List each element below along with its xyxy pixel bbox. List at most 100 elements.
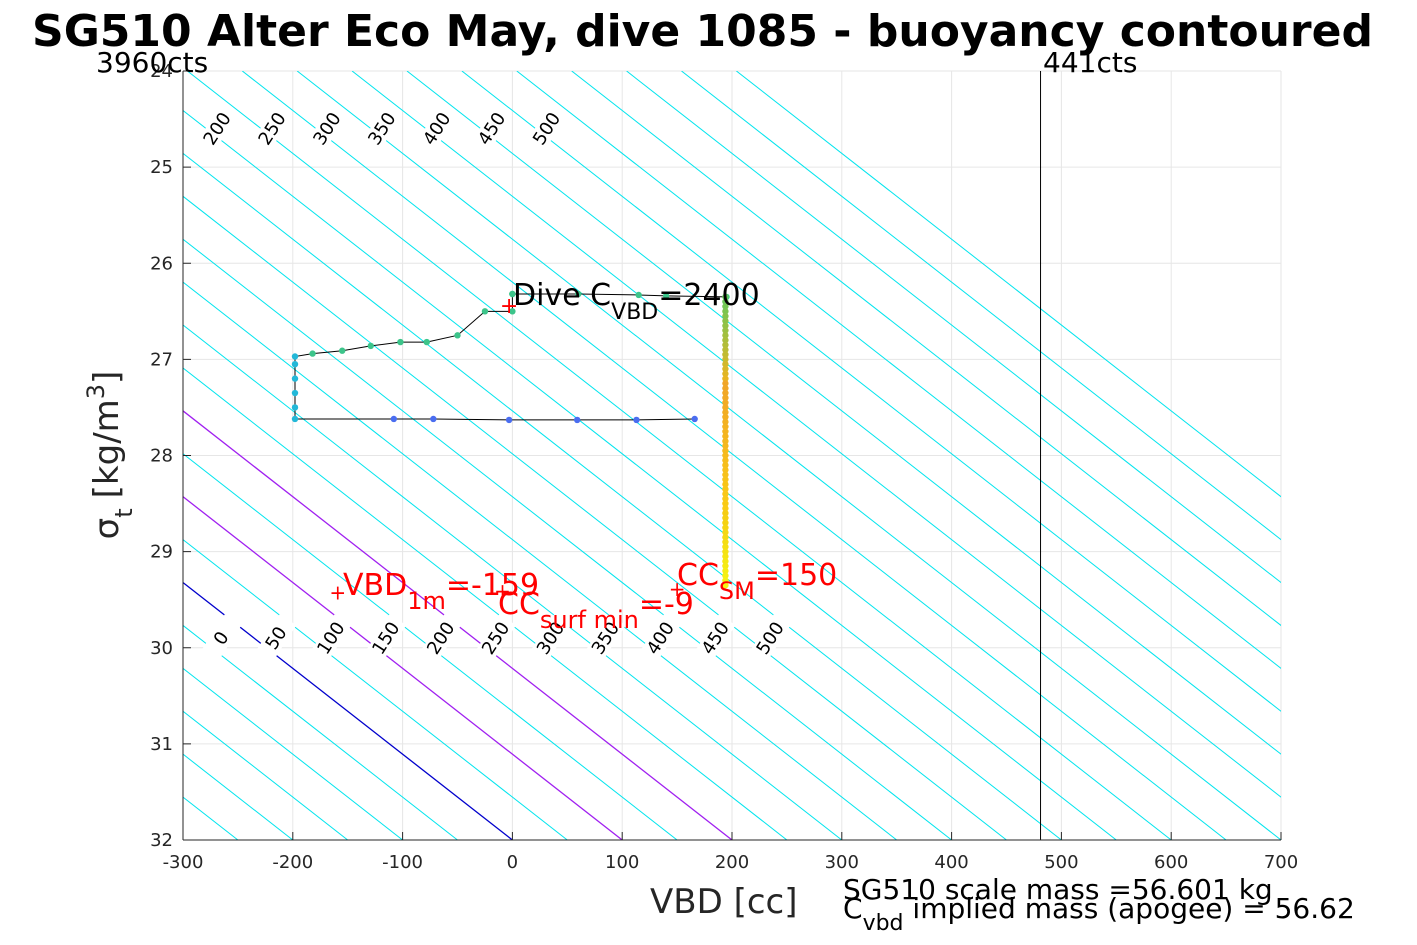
- trace-point: [505, 416, 513, 424]
- contour-label-bottom-bg: [365, 614, 407, 663]
- column-point: [722, 582, 729, 589]
- column-point: [722, 466, 729, 474]
- y-axis-sub: t: [110, 508, 138, 517]
- contour-label-bottom-bg: [530, 614, 571, 663]
- contour-line: [736, 71, 1281, 498]
- column-point: [722, 433, 729, 440]
- trace-point: [423, 338, 430, 346]
- y-tick-label: 32: [150, 830, 173, 851]
- column-point: [722, 442, 729, 450]
- column-point: [722, 399, 729, 406]
- column-point: [722, 303, 729, 310]
- column-point: [722, 461, 729, 469]
- left-count-label: 3960cts: [96, 46, 208, 79]
- column-point: [722, 370, 729, 377]
- contour-line: [183, 324, 843, 840]
- top-trace-point: [662, 292, 670, 300]
- contour-label-bottom-bg: [749, 614, 791, 663]
- column-point: [722, 418, 729, 426]
- contour-line: [183, 238, 952, 840]
- contour-label-bottom-bg: [475, 614, 517, 663]
- y-tick-label: 29: [150, 542, 173, 563]
- column-point: [722, 385, 729, 392]
- column-point: [722, 336, 729, 344]
- contour-line: [406, 71, 1281, 755]
- cvbd-text: implied mass (apogee) = 56.62: [904, 892, 1355, 925]
- top-trace-point: [575, 290, 582, 298]
- x-tick-label: 700: [1264, 852, 1298, 873]
- column-point: [722, 562, 729, 570]
- vbd1m-value: =-159: [446, 568, 539, 603]
- contour-line: [296, 71, 1281, 840]
- y-tick-label: 26: [150, 253, 173, 274]
- plus-marker: +: [329, 581, 346, 605]
- column-point: [722, 543, 729, 551]
- right-count-label: 441cts: [1043, 46, 1137, 79]
- column-point: [722, 327, 729, 334]
- x-tick-label: -300: [163, 852, 204, 873]
- column-point: [722, 351, 729, 358]
- contour-line: [681, 71, 1281, 541]
- trace-point: [454, 332, 461, 339]
- svg-text:σt[kg/m3]: σt [kg/m3]: [82, 371, 138, 540]
- contour-line: [183, 581, 513, 840]
- scale-mass-text: SG510 scale mass =56.601 kg: [843, 873, 1273, 906]
- column-point: [722, 471, 729, 478]
- trace-point: [633, 416, 640, 424]
- ccsurf-main: CC: [498, 587, 540, 622]
- column-point: [722, 572, 729, 579]
- trace-point: [291, 353, 299, 360]
- contour-label-top-bg: [251, 104, 293, 153]
- trace-point: [691, 415, 698, 423]
- chart-text: SG510 Alter Eco May, dive 1085 - buoyanc…: [32, 6, 1373, 936]
- trace-point: [339, 347, 346, 354]
- top-trace-point: [509, 290, 516, 298]
- contour-line: [516, 71, 1281, 669]
- y-axis-units: [kg/m: [87, 399, 127, 498]
- contour-label-top-bg: [196, 104, 238, 153]
- contour-label-bottom-bg: [420, 614, 462, 663]
- column-point: [722, 298, 729, 305]
- contour-label-top-bg: [416, 104, 458, 153]
- vbd1m-main: VBD: [343, 568, 407, 603]
- column-point: [722, 548, 729, 555]
- trace-point: [573, 416, 581, 424]
- ccsm-sub: SM: [719, 577, 755, 605]
- contour-line: [461, 71, 1281, 712]
- column-point: [722, 308, 729, 315]
- contour-label-top-bg: [526, 104, 568, 153]
- contour-label-top-bg: [361, 104, 403, 153]
- column-point: [722, 514, 729, 522]
- column-point: [722, 317, 729, 325]
- ccsm-annotation: CCSM=150: [677, 558, 837, 605]
- contour-label-bottom-bg: [200, 614, 242, 663]
- contour-line: [183, 495, 623, 840]
- cvbd-sub: vbd: [863, 911, 904, 936]
- vbd1m-annotation: VBD1m=-159: [343, 568, 539, 615]
- ccsurf-value: =-9: [639, 587, 694, 622]
- contour-line: [183, 195, 1007, 840]
- plus-marker: +: [494, 579, 511, 603]
- chart-title: SG510 Alter Eco May, dive 1085 - buoyanc…: [32, 6, 1373, 57]
- plus-marker: +: [500, 294, 518, 319]
- trace-point: [291, 375, 299, 382]
- column-point: [722, 356, 729, 363]
- contour-label-bottom-bg: [255, 614, 297, 663]
- plus-marker: +: [669, 577, 686, 601]
- column-point: [722, 409, 729, 416]
- column-point: [722, 312, 729, 320]
- x-tick-label: 600: [1154, 852, 1188, 873]
- x-tick-label: 200: [715, 852, 749, 873]
- trace-point: [430, 415, 437, 423]
- column-point: [722, 577, 729, 584]
- column-point: [722, 365, 729, 373]
- column-point: [722, 553, 729, 560]
- y-axis-label: σt [kg/m3]: [82, 371, 138, 540]
- column-point: [722, 341, 729, 349]
- trace-point: [291, 404, 299, 411]
- axes: -300 -200 -100 0 100 200 300 400 500 600 700 24 25 26…: [150, 61, 1298, 873]
- column-point: [722, 567, 729, 575]
- dive-trace: + + + +: [291, 290, 730, 605]
